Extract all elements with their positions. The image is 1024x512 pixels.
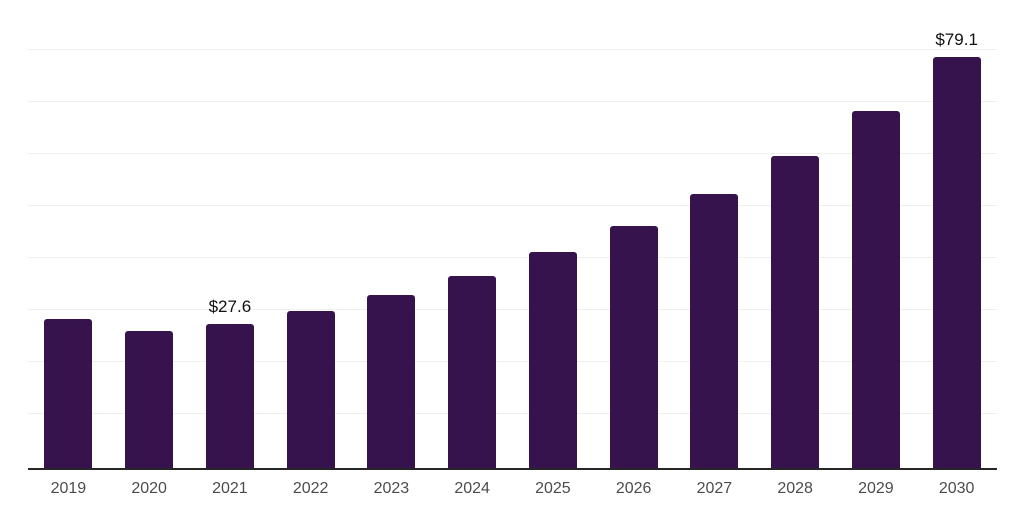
value-label-2030: $79.1 xyxy=(935,29,978,49)
x-tick-2025: 2025 xyxy=(535,480,571,497)
x-axis-labels: 2019 2020 2021 2022 2023 2024 2025 2026 2027 2028… xyxy=(28,480,997,498)
bar-slot-2027 xyxy=(674,0,755,468)
bar-2024[interactable] xyxy=(448,275,497,468)
bar-2029[interactable] xyxy=(851,110,900,468)
x-tick-2026: 2026 xyxy=(615,480,652,497)
bar-slot-2029 xyxy=(836,0,917,468)
bar-slot-2026 xyxy=(593,0,674,468)
bar-2028[interactable] xyxy=(771,156,820,468)
bar-2026[interactable] xyxy=(609,225,658,468)
bar-2025[interactable] xyxy=(528,251,577,468)
x-tick-2027: 2027 xyxy=(696,480,733,497)
x-tick-2022: 2022 xyxy=(292,480,329,497)
x-tick-2030: 2030 xyxy=(938,480,975,497)
bar-2023[interactable] xyxy=(367,294,416,468)
x-tick-2019: 2019 xyxy=(50,480,87,497)
bar-slot-2028 xyxy=(755,0,836,468)
value-label-2021: $27.6 xyxy=(208,297,252,317)
bar-2022[interactable] xyxy=(286,310,335,468)
bars-row: $27.6 $79.1 xyxy=(28,0,997,468)
bar-slot-2025 xyxy=(513,0,594,468)
bar-2030[interactable] xyxy=(932,56,981,468)
x-tick-2029: 2029 xyxy=(858,480,894,497)
plot-area: $27.6 $79.1 xyxy=(28,0,997,470)
bar-slot-2024 xyxy=(432,0,513,468)
x-tick-2020: 2020 xyxy=(131,480,167,497)
bar-2019[interactable] xyxy=(44,319,93,468)
bar-slot-2019 xyxy=(28,0,109,468)
x-tick-2028: 2028 xyxy=(777,480,813,497)
bar-slot-2023 xyxy=(351,0,432,468)
bar-2020[interactable] xyxy=(125,330,174,468)
bar-slot-2021: $27.6 xyxy=(190,0,271,468)
x-tick-2024: 2024 xyxy=(454,480,490,497)
bar-2021[interactable] xyxy=(205,324,254,468)
bar-slot-2030: $79.1 xyxy=(916,0,997,468)
x-tick-2021: 2021 xyxy=(212,480,248,497)
x-tick-2023: 2023 xyxy=(373,480,410,497)
bar-2027[interactable] xyxy=(690,194,739,468)
bar-slot-2020 xyxy=(109,0,190,468)
bar-slot-2022 xyxy=(270,0,351,468)
